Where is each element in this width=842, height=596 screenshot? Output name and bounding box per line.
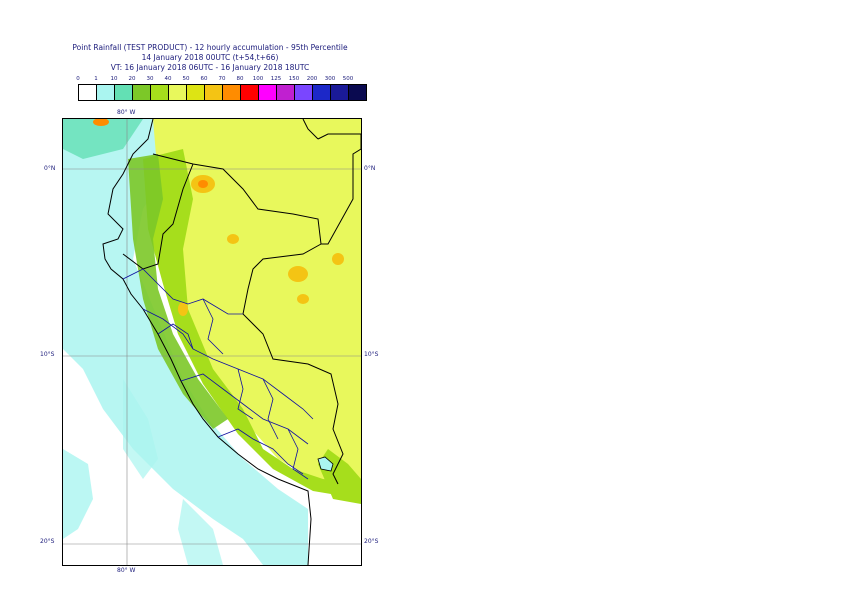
legend-label: 30 — [146, 76, 154, 82]
chart-title: Point Rainfall (TEST PRODUCT) - 12 hourl… — [72, 43, 348, 52]
legend-label: 125 — [270, 76, 282, 82]
legend-label: 70 — [218, 76, 226, 82]
valid-time-label: VT: 16 January 2018 06UTC - 16 January 2… — [110, 63, 310, 72]
lat-label-10s: 10°S — [40, 351, 55, 358]
map-canvas — [63, 119, 361, 565]
legend-label: 500 — [342, 76, 354, 82]
legend-swatch — [97, 85, 115, 100]
legend-label: 300 — [324, 76, 336, 82]
legend-label: 150 — [288, 76, 300, 82]
lat-label-20s-right: 20°S — [364, 538, 379, 545]
lat-label-0-right: 0°N — [364, 165, 376, 172]
legend-swatch — [223, 85, 241, 100]
run-time-label: 14 January 2018 00UTC (t+54,t+66) — [141, 53, 279, 62]
legend-swatch — [241, 85, 259, 100]
legend-swatch — [277, 85, 295, 100]
legend-swatch — [187, 85, 205, 100]
rainfall-map[interactable] — [62, 118, 362, 566]
legend-swatch — [133, 85, 151, 100]
legend-label: 10 — [110, 76, 118, 82]
legend-label: 20 — [128, 76, 136, 82]
lon-label-bottom: 80° W — [117, 567, 136, 574]
legend-swatch — [79, 85, 97, 100]
legend-label: 100 — [252, 76, 264, 82]
legend-swatch — [331, 85, 349, 100]
legend-swatch — [259, 85, 277, 100]
lat-label-10s-right: 10°S — [364, 351, 379, 358]
legend-swatch — [295, 85, 313, 100]
legend-label: 80 — [236, 76, 244, 82]
legend-label: 0 — [76, 76, 80, 82]
legend-swatch — [349, 85, 366, 100]
legend-swatch — [169, 85, 187, 100]
legend-swatch — [313, 85, 331, 100]
lon-label-top: 80° W — [117, 109, 136, 116]
legend-swatch — [205, 85, 223, 100]
legend-label: 50 — [182, 76, 190, 82]
legend-label: 40 — [164, 76, 172, 82]
legend-label: 200 — [306, 76, 318, 82]
lat-label-20s: 20°S — [40, 538, 55, 545]
legend-label: 1 — [94, 76, 98, 82]
lat-label-0: 0°N — [44, 165, 56, 172]
legend-swatch — [115, 85, 133, 100]
legend-swatch — [151, 85, 169, 100]
legend-label: 60 — [200, 76, 208, 82]
